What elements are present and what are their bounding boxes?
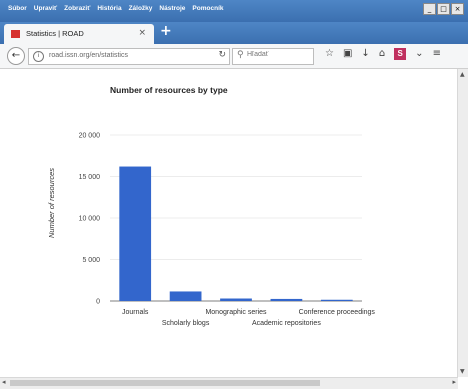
menu-item-history[interactable]: História (97, 5, 122, 12)
scroll-down-icon[interactable]: ▼ (460, 368, 465, 375)
toolbar-icons: ☆ ▣ ↓ ⌂ S ⌄ ≡ (325, 48, 441, 60)
y-tick-label: 15 000 (79, 174, 101, 181)
vertical-scrollbar[interactable]: ▲ ▼ (457, 69, 468, 377)
menu-item-bookmarks[interactable]: Záložky (128, 5, 153, 12)
tab-strip: Statistics | ROAD × + (0, 22, 468, 44)
horizontal-scroll-thumb[interactable] (10, 380, 320, 386)
menu-item-help[interactable]: Pomocník (192, 5, 224, 12)
extension-s-icon[interactable]: S (394, 48, 407, 60)
bar[interactable] (220, 298, 252, 301)
scroll-up-icon[interactable]: ▲ (460, 71, 465, 78)
window-controls: _ □ × (423, 3, 464, 15)
page-viewport: Number of resources by type 0 5 000 10 000… (0, 69, 458, 377)
scroll-left-icon[interactable]: ◂ (2, 378, 6, 386)
menu-item-file[interactable]: Súbor (8, 5, 27, 12)
tab-title: Statistics | ROAD (26, 29, 84, 38)
x-tick-label: Monographic series (205, 309, 267, 316)
navigation-bar: ← i road.issn.org/en/statistics ↻ ⚲ ☆ ▣ … (0, 44, 468, 69)
horizontal-scrollbar[interactable]: ◂ ▸ (0, 377, 458, 389)
y-tick-label: 10 000 (79, 216, 101, 223)
y-axis-label: Number of resources (47, 168, 56, 238)
bar[interactable] (270, 298, 303, 301)
search-bar[interactable]: ⚲ (232, 48, 314, 65)
chart-title: Number of resources by type (110, 85, 228, 95)
x-tick-label: Conference proceedings (299, 309, 376, 316)
menu: Súbor Upraviť Zobraziť História Záložky … (8, 5, 223, 12)
reload-icon[interactable]: ↻ (218, 50, 226, 60)
y-tick-label: 0 (96, 299, 100, 306)
bar-chart: Number of resources by type 0 5 000 10 000… (47, 85, 376, 327)
bookmark-star-icon[interactable]: ☆ (325, 48, 334, 59)
download-icon[interactable]: ↓ (361, 48, 370, 59)
y-tick-label: 5 000 (82, 257, 100, 264)
site-info-icon[interactable]: i (33, 51, 44, 62)
window-menubar: Súbor Upraviť Zobraziť História Záložky … (0, 0, 468, 22)
menu-item-view[interactable]: Zobraziť (64, 5, 91, 12)
close-tab-icon[interactable]: × (138, 28, 146, 38)
reading-list-icon[interactable]: ▣ (342, 48, 353, 59)
bar[interactable] (169, 291, 202, 301)
minimize-icon[interactable]: _ (423, 3, 436, 15)
hamburger-menu-icon[interactable]: ≡ (432, 48, 441, 59)
scroll-right-icon[interactable]: ▸ (452, 378, 456, 386)
url-text[interactable]: road.issn.org/en/statistics (49, 52, 128, 59)
road-favicon-icon (11, 30, 20, 38)
x-tick-label: Scholarly blogs (162, 320, 210, 327)
address-bar[interactable]: i road.issn.org/en/statistics ↻ (28, 48, 230, 65)
maximize-icon[interactable]: □ (437, 3, 450, 15)
search-input[interactable] (247, 51, 307, 58)
close-window-icon[interactable]: × (451, 3, 464, 15)
menu-item-edit[interactable]: Upraviť (33, 5, 58, 12)
bar[interactable] (320, 299, 353, 301)
new-tab-icon[interactable]: + (160, 23, 172, 39)
overflow-chevron-icon[interactable]: ⌄ (415, 48, 424, 59)
home-icon[interactable]: ⌂ (378, 48, 386, 59)
search-icon: ⚲ (237, 50, 244, 60)
x-tick-label: Journals (122, 309, 149, 316)
bar[interactable] (119, 166, 152, 301)
back-arrow-icon[interactable]: ← (7, 47, 25, 65)
x-tick-label: Academic repositories (252, 320, 321, 327)
tab-statistics[interactable]: Statistics | ROAD × (4, 24, 154, 44)
menu-item-tools[interactable]: Nástroje (159, 5, 186, 12)
y-tick-label: 20 000 (79, 133, 101, 140)
